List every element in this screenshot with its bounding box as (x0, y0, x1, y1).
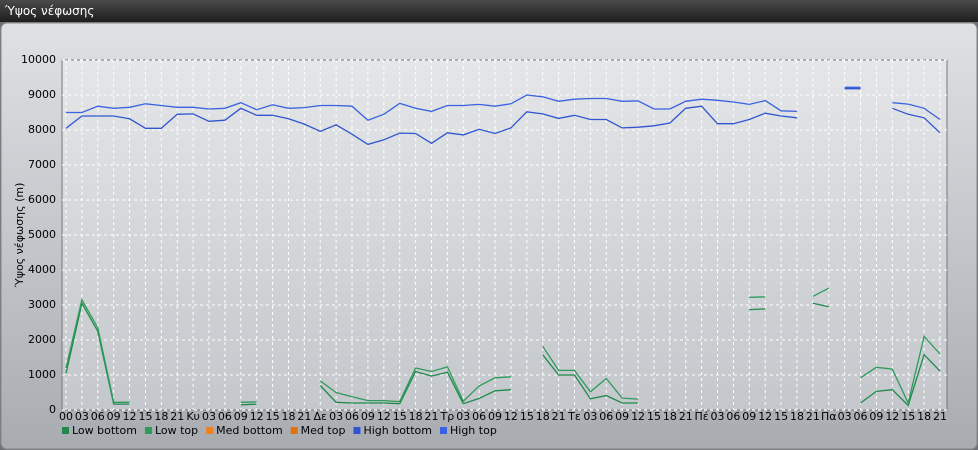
y-tick-label: 2000 (28, 333, 56, 346)
x-tick-label: 12 (631, 410, 645, 423)
y-tick-label: 6000 (28, 193, 56, 206)
legend-label: Low top (155, 424, 198, 437)
legend-swatch (144, 427, 152, 434)
x-tick-label: 12 (885, 410, 899, 423)
x-tick-label: 03 (838, 410, 852, 423)
x-tick-label: 03 (202, 410, 216, 423)
x-tick-label: 03 (75, 410, 89, 423)
y-tick-label: 8000 (28, 123, 56, 136)
x-tick-label: 00 (59, 410, 73, 423)
x-tick-label: 09 (107, 410, 121, 423)
x-tick-label: 03 (583, 410, 597, 423)
y-tick-label: 4000 (28, 263, 56, 276)
x-tick-label: 18 (790, 410, 804, 423)
x-tick-label: 06 (599, 410, 613, 423)
x-tick-label: 09 (488, 410, 502, 423)
legend-label: High bottom (363, 424, 432, 437)
x-tick-label: 06 (91, 410, 105, 423)
legend-label: Med bottom (216, 424, 283, 437)
legend-swatch (206, 427, 214, 434)
x-tick-label: 18 (536, 410, 550, 423)
x-tick-label: 12 (123, 410, 137, 423)
x-tick-label: Τε (567, 410, 581, 423)
x-tick-label: 18 (663, 410, 677, 423)
y-tick-label: 9000 (28, 88, 56, 101)
legend-label: High top (450, 424, 497, 437)
x-tick-label: 15 (138, 410, 152, 423)
x-tick-label: 06 (472, 410, 486, 423)
x-tick-label: 21 (933, 410, 947, 423)
legend-swatch (62, 427, 69, 434)
x-tick-label: 15 (647, 410, 661, 423)
x-tick-label: 06 (345, 410, 359, 423)
x-tick-label: 15 (393, 410, 407, 423)
series-line (65, 301, 941, 407)
x-tick-label: 21 (552, 410, 566, 423)
x-tick-label: 06 (726, 410, 740, 423)
legend-swatch (440, 427, 447, 434)
x-tick-label: 03 (456, 410, 470, 423)
x-tick-label: 15 (266, 410, 280, 423)
x-tick-label: 12 (504, 410, 518, 423)
x-tick-label: 09 (742, 410, 756, 423)
x-tick-label: 09 (234, 410, 248, 423)
panel-title: Ύψος νέφωσης (0, 0, 978, 22)
x-tick-label: Πέ (695, 410, 709, 423)
x-tick-label: 12 (377, 410, 391, 423)
y-tick-label: 3000 (28, 298, 56, 311)
x-tick-label: 09 (361, 410, 375, 423)
x-tick-label: Κυ (186, 410, 200, 423)
x-tick-label: 15 (901, 410, 915, 423)
x-tick-label: 15 (774, 410, 788, 423)
x-tick-label: 12 (758, 410, 772, 423)
chart: Ύψος νέφωσης (m) 0 1000 2000 3000 4000 5000 60… (0, 22, 978, 450)
x-tick-label: 21 (679, 410, 693, 423)
x-tick-label: 03 (711, 410, 725, 423)
x-tick-label: 18 (154, 410, 168, 423)
x-tick-label: 18 (409, 410, 423, 423)
x-tick-label: 21 (170, 410, 184, 423)
series-line (66, 86, 941, 121)
x-tick-label: Πα (821, 410, 837, 423)
x-tick-label: Δε (314, 410, 328, 423)
series-line (65, 88, 941, 146)
y-axis-label: Ύψος νέφωσης (m) (13, 183, 26, 289)
x-tick-label: 18 (281, 410, 295, 423)
x-tick-label: 21 (297, 410, 311, 423)
y-tick-label: 10000 (21, 53, 56, 66)
y-tick-label: 1000 (28, 368, 56, 381)
x-tick-label: 21 (424, 410, 438, 423)
x-tick-label: 03 (329, 410, 343, 423)
series-line (65, 287, 941, 405)
legend-swatch (290, 427, 298, 434)
legend-label: Med top (301, 424, 346, 437)
legend-swatch (353, 427, 361, 434)
y-tick-label: 7000 (28, 158, 56, 171)
x-tick-label: 12 (250, 410, 264, 423)
x-tick-label: Τρ (440, 410, 455, 423)
x-tick-label: 09 (615, 410, 629, 423)
x-tick-label: 15 (520, 410, 534, 423)
x-tick-label: 18 (917, 410, 931, 423)
x-tick-label: 06 (218, 410, 232, 423)
y-tick-label: 5000 (28, 228, 56, 241)
x-tick-label: 09 (869, 410, 883, 423)
x-tick-label: 21 (806, 410, 820, 423)
legend-label: Low bottom (72, 424, 137, 437)
x-tick-label: 06 (854, 410, 868, 423)
y-tick-label: 0 (49, 403, 56, 416)
